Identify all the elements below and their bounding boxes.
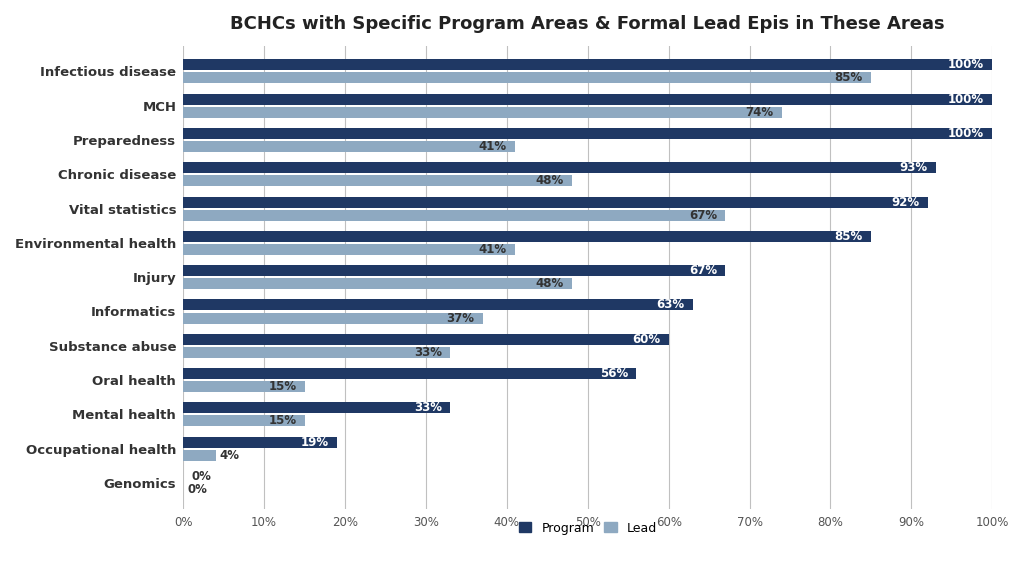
Bar [183,347,451,358]
Bar [183,278,571,289]
Text: 67%: 67% [689,209,717,222]
Bar [183,313,482,324]
Legend: Program, Lead: Program, Lead [514,517,662,540]
Bar [183,265,725,276]
Title: BCHCs with Specific Program Areas & Formal Lead Epis in These Areas: BCHCs with Specific Program Areas & Form… [230,15,945,33]
Text: 4%: 4% [219,449,240,462]
Text: 63%: 63% [656,298,685,312]
Bar [183,437,337,448]
Bar [183,196,928,207]
Text: 67%: 67% [689,264,717,277]
Text: 85%: 85% [835,71,863,85]
Bar [183,381,304,392]
Bar [183,403,451,414]
Text: 15%: 15% [268,414,297,427]
Bar [183,94,992,105]
Text: 100%: 100% [948,58,984,71]
Bar [183,73,871,84]
Bar [183,107,782,118]
Text: 93%: 93% [899,161,928,175]
Bar [183,128,992,139]
Bar [183,450,216,461]
Text: 0%: 0% [187,483,207,496]
Bar [183,244,515,255]
Text: 41%: 41% [478,140,507,153]
Text: 15%: 15% [268,380,297,393]
Bar [183,162,936,173]
Text: 92%: 92% [891,196,920,209]
Text: 74%: 74% [745,106,774,119]
Text: 0%: 0% [191,470,211,483]
Bar [183,175,571,186]
Text: 33%: 33% [414,401,442,414]
Text: 56%: 56% [600,367,628,380]
Bar [183,231,871,242]
Text: 41%: 41% [478,243,507,256]
Text: 33%: 33% [414,346,442,359]
Bar [183,334,669,345]
Text: 48%: 48% [536,277,563,290]
Bar [183,300,693,310]
Text: 48%: 48% [536,175,563,187]
Bar [183,59,992,70]
Bar [183,415,304,426]
Bar [183,141,515,152]
Bar [183,210,725,221]
Text: 100%: 100% [948,93,984,105]
Text: 60%: 60% [633,333,660,346]
Text: 37%: 37% [446,312,474,324]
Text: 85%: 85% [835,230,863,243]
Bar [183,368,636,379]
Text: 100%: 100% [948,127,984,140]
Text: 19%: 19% [301,435,329,449]
